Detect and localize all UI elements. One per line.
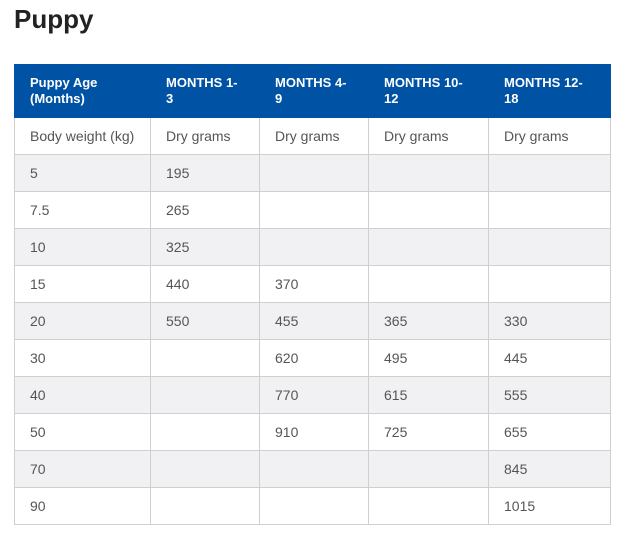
table-cell: [368, 191, 489, 229]
table-cell: 5: [14, 154, 151, 192]
table-cell: [488, 228, 611, 266]
table-row: 30 620 495 445: [14, 339, 611, 377]
header-cell: MONTHS 10-12: [368, 64, 489, 118]
table-cell: [259, 487, 369, 525]
table-row: 90 1015: [14, 487, 611, 525]
table-cell: [488, 154, 611, 192]
table-cell: [150, 413, 260, 451]
table-row: 10 325: [14, 228, 611, 266]
table-cell: 70: [14, 450, 151, 488]
table-cell: [368, 228, 489, 266]
table-cell: 440: [150, 265, 260, 303]
table-cell: 845: [488, 450, 611, 488]
header-cell: MONTHS 4-9: [259, 64, 369, 118]
table-cell: 7.5: [14, 191, 151, 229]
table-cell: [488, 265, 611, 303]
table-cell: [368, 487, 489, 525]
feeding-table: Puppy Age (Months) MONTHS 1-3 MONTHS 4-9 MO…: [14, 64, 611, 525]
table-cell: [368, 154, 489, 192]
table-cell: Dry grams: [488, 117, 611, 155]
table-cell: 725: [368, 413, 489, 451]
table-cell: [368, 450, 489, 488]
table-cell: 550: [150, 302, 260, 340]
table-row: 20 550 455 365 330: [14, 302, 611, 340]
table-cell: Dry grams: [150, 117, 260, 155]
table-cell: 365: [368, 302, 489, 340]
table-cell: [259, 154, 369, 192]
table-cell: [259, 450, 369, 488]
header-cell: MONTHS 12-18: [488, 64, 611, 118]
table-cell: Body weight (kg): [14, 117, 151, 155]
table-row: 40 770 615 555: [14, 376, 611, 414]
table-cell: 445: [488, 339, 611, 377]
table-row: Body weight (kg) Dry grams Dry grams Dry gr…: [14, 117, 611, 155]
header-cell: MONTHS 1-3: [150, 64, 260, 118]
table-cell: [488, 191, 611, 229]
table-cell: 10: [14, 228, 151, 266]
table-cell: [150, 487, 260, 525]
table-cell: 265: [150, 191, 260, 229]
table-cell: 495: [368, 339, 489, 377]
table-cell: [150, 339, 260, 377]
page-title: Puppy: [14, 4, 94, 34]
header-row: Puppy Age (Months) MONTHS 1-3 MONTHS 4-9 MO…: [14, 64, 611, 118]
table-row: 5 195: [14, 154, 611, 192]
table-cell: 330: [488, 302, 611, 340]
table-cell: 90: [14, 487, 151, 525]
table-cell: 655: [488, 413, 611, 451]
table-cell: 325: [150, 228, 260, 266]
table-cell: 455: [259, 302, 369, 340]
table-cell: 620: [259, 339, 369, 377]
table-row: 50 910 725 655: [14, 413, 611, 451]
table-cell: 15: [14, 265, 151, 303]
table-cell: 1015: [488, 487, 611, 525]
table-cell: 615: [368, 376, 489, 414]
table-cell: 40: [14, 376, 151, 414]
table-cell: 555: [488, 376, 611, 414]
table-cell: [368, 265, 489, 303]
table-row: 15 440 370: [14, 265, 611, 303]
table-cell: 910: [259, 413, 369, 451]
table-cell: 30: [14, 339, 151, 377]
table-row: 70 845: [14, 450, 611, 488]
table-row: 7.5 265: [14, 191, 611, 229]
table-cell: 20: [14, 302, 151, 340]
table-cell: 370: [259, 265, 369, 303]
table-cell: [150, 376, 260, 414]
table-cell: Dry grams: [368, 117, 489, 155]
table-cell: 50: [14, 413, 151, 451]
table-cell: [259, 191, 369, 229]
table-cell: 770: [259, 376, 369, 414]
table-cell: Dry grams: [259, 117, 369, 155]
table-cell: [150, 450, 260, 488]
table-cell: [259, 228, 369, 266]
header-cell: Puppy Age (Months): [14, 64, 151, 118]
table-cell: 195: [150, 154, 260, 192]
